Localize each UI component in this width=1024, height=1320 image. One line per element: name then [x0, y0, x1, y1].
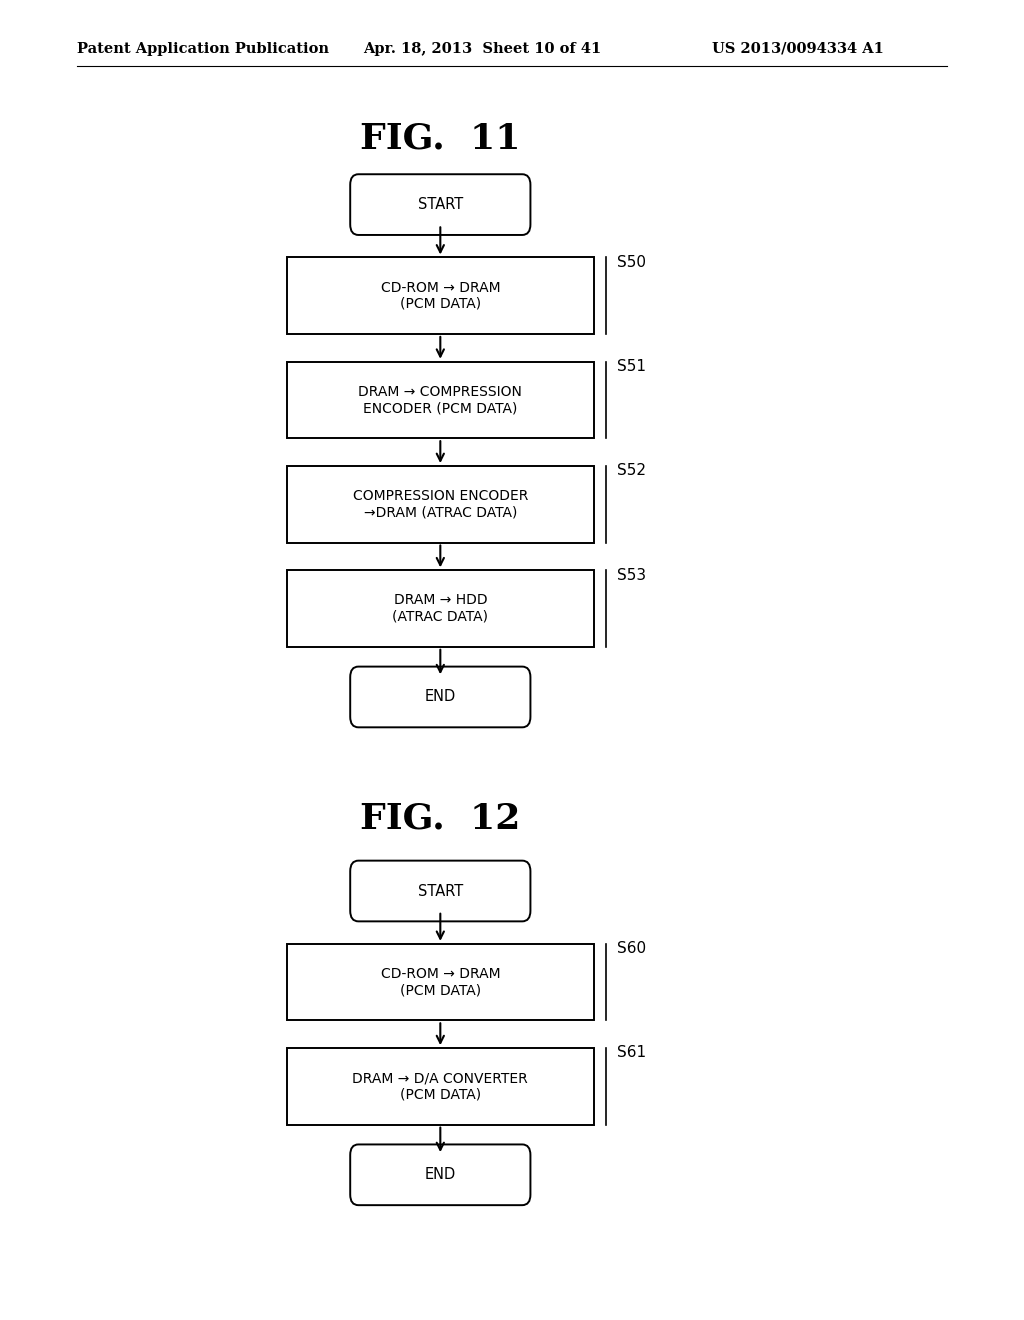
Text: CD-ROM → DRAM
(PCM DATA): CD-ROM → DRAM (PCM DATA) [381, 281, 500, 310]
Text: DRAM → COMPRESSION
ENCODER (PCM DATA): DRAM → COMPRESSION ENCODER (PCM DATA) [358, 385, 522, 414]
Text: S51: S51 [617, 359, 646, 374]
FancyBboxPatch shape [350, 667, 530, 727]
FancyBboxPatch shape [350, 174, 530, 235]
Text: S60: S60 [617, 941, 646, 956]
Text: START: START [418, 197, 463, 213]
Text: DRAM → HDD
(ATRAC DATA): DRAM → HDD (ATRAC DATA) [392, 594, 488, 623]
Text: S52: S52 [617, 463, 646, 478]
Text: S53: S53 [617, 568, 646, 582]
Text: START: START [418, 883, 463, 899]
Bar [287, 1048, 594, 1125]
Text: Apr. 18, 2013  Sheet 10 of 41: Apr. 18, 2013 Sheet 10 of 41 [364, 42, 602, 55]
FancyBboxPatch shape [350, 1144, 530, 1205]
Bar [287, 257, 594, 334]
Text: CD-ROM → DRAM
(PCM DATA): CD-ROM → DRAM (PCM DATA) [381, 968, 500, 997]
Text: COMPRESSION ENCODER
→DRAM (ATRAC DATA): COMPRESSION ENCODER →DRAM (ATRAC DATA) [352, 490, 528, 519]
Text: DRAM → D/A CONVERTER
(PCM DATA): DRAM → D/A CONVERTER (PCM DATA) [352, 1072, 528, 1101]
Text: S61: S61 [617, 1045, 646, 1060]
Text: US 2013/0094334 A1: US 2013/0094334 A1 [712, 42, 884, 55]
Bar [287, 944, 594, 1020]
Bar [287, 466, 594, 543]
Text: S50: S50 [617, 255, 646, 269]
Text: Patent Application Publication: Patent Application Publication [77, 42, 329, 55]
Text: FIG.  12: FIG. 12 [360, 801, 520, 836]
Text: END: END [425, 1167, 456, 1183]
Bar [287, 362, 594, 438]
FancyBboxPatch shape [350, 861, 530, 921]
Text: END: END [425, 689, 456, 705]
Text: FIG.  11: FIG. 11 [360, 121, 520, 156]
Bar [287, 570, 594, 647]
